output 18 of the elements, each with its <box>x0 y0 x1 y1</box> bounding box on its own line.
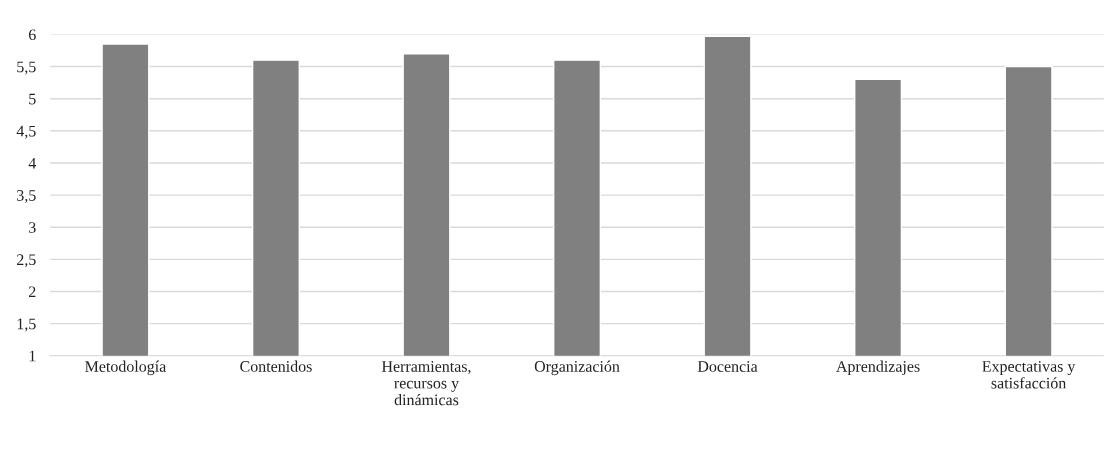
x-tick-label: Organización <box>534 360 620 376</box>
x-tick-label: Contenidos <box>240 360 312 372</box>
x-tick-label: Metodología <box>85 360 167 376</box>
x-tick-label: Aprendizajes <box>836 360 920 376</box>
y-tick-label: 5 <box>29 93 36 105</box>
x-tick-label: Expectativas y satisfacción <box>982 361 1076 389</box>
y-tick-label: 2,5 <box>17 254 36 268</box>
y-tick-label: 2 <box>29 286 36 298</box>
y-tick-label: 1 <box>29 350 36 362</box>
y-tick-label: 4 <box>28 157 37 169</box>
y-tick-label: 3 <box>29 222 36 233</box>
y-tick-label: 5,5 <box>17 61 36 75</box>
y-tick-label: 3,5 <box>17 190 36 204</box>
y-tick-label: 6 <box>28 29 36 41</box>
x-tick-label: Herramientas, recursos y dinámicas <box>381 361 471 406</box>
x-tick-label: Docencia <box>697 361 758 372</box>
y-tick-label: 4,5 <box>16 125 36 139</box>
y-tick-label: 1,5 <box>17 318 36 332</box>
